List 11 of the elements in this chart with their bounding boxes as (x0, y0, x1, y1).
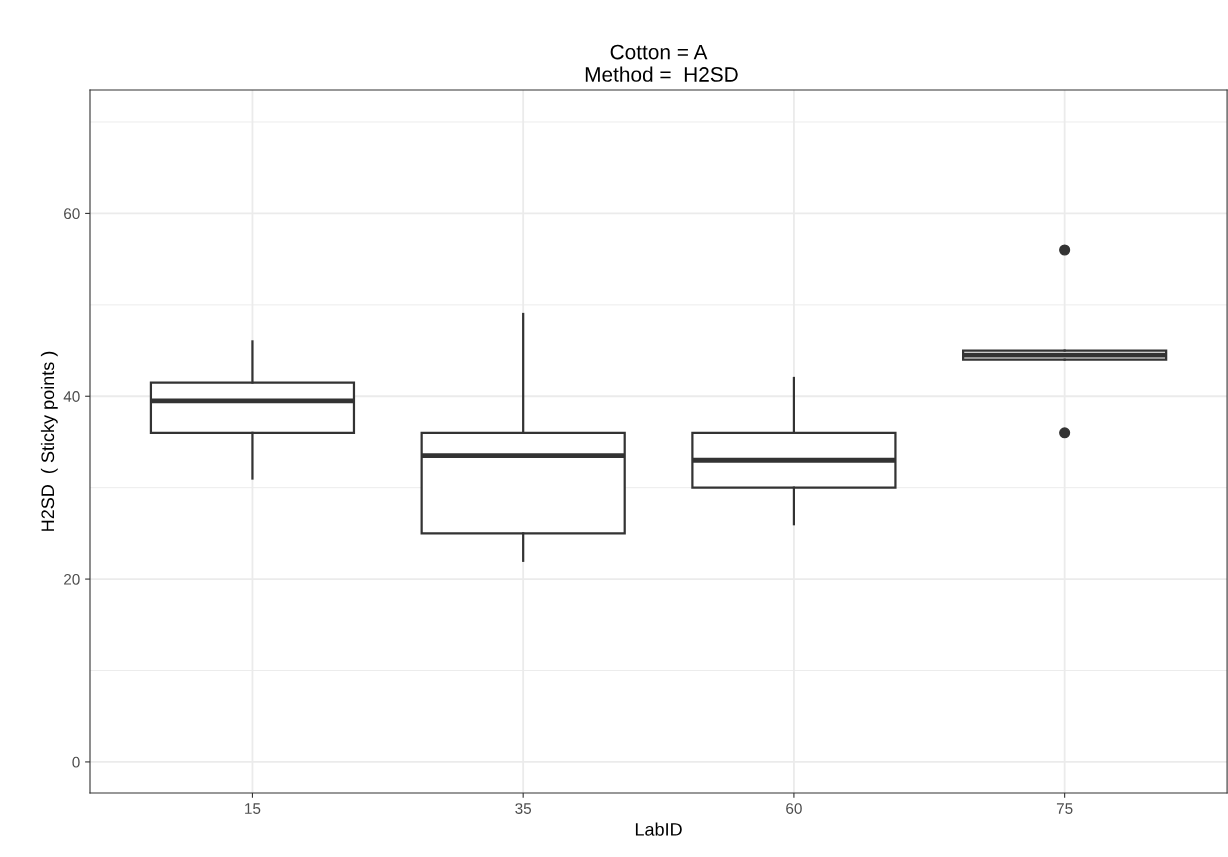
x-tick-label: 35 (515, 803, 532, 814)
x-tick-label: 75 (1056, 803, 1073, 814)
y-tick-label: 40 (63, 391, 80, 402)
y-tick-label: 0 (72, 756, 80, 768)
x-axis-title: LabID (635, 822, 682, 836)
x-tick-label: 15 (245, 803, 261, 814)
chart-title: Cotton = A Method = H2SD (585, 44, 738, 82)
y-tick-label: 20 (64, 573, 80, 585)
y-tick-label: 60 (64, 208, 80, 220)
x-tick-label: 60 (786, 803, 802, 814)
y-axis-title: H2SD ( Sticky points ) (40, 351, 58, 531)
